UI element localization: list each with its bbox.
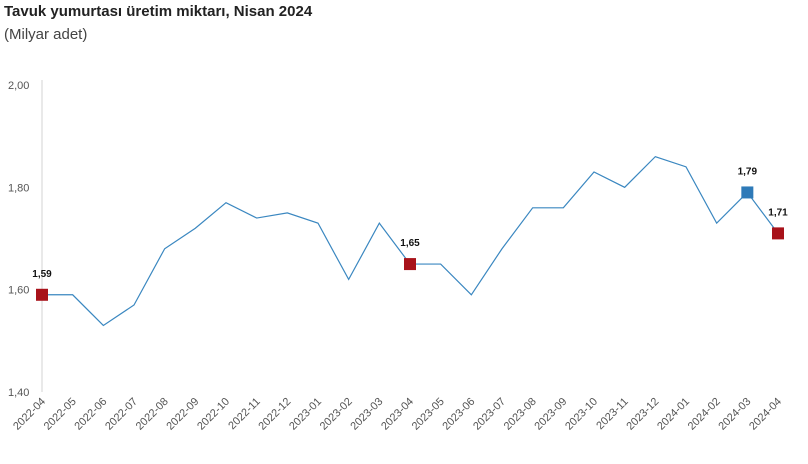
x-tick-label: 2023-10	[563, 396, 600, 433]
y-tick-label: 1,40	[8, 387, 29, 399]
x-tick-label: 2024-04	[747, 396, 784, 433]
data-label: 1,79	[738, 166, 758, 177]
x-tick-label: 2022-05	[42, 396, 79, 433]
data-label: 1,65	[400, 238, 420, 249]
data-label: 1,71	[768, 207, 788, 218]
highlight-marker	[741, 186, 754, 199]
x-tick-label: 2022-08	[134, 396, 171, 433]
x-tick-label: 2023-08	[502, 396, 539, 433]
x-tick-label: 2023-11	[594, 396, 630, 432]
x-tick-label: 2023-06	[440, 396, 477, 433]
x-tick-label: 2023-12	[624, 396, 661, 433]
y-tick-label: 1,60	[8, 285, 29, 297]
x-tick-label: 2022-09	[164, 396, 201, 433]
x-tick-label: 2022-06	[72, 396, 109, 433]
x-tick-label: 2023-01	[287, 396, 324, 433]
x-tick-label: 2023-04	[379, 396, 416, 433]
highlight-marker	[404, 258, 416, 271]
data-label: 1,59	[32, 269, 52, 280]
x-tick-label: 2024-03	[716, 396, 753, 433]
chart-subtitle: (Milyar adet)	[4, 26, 88, 43]
x-tick-label: 2022-11	[226, 396, 262, 432]
x-tick-label: 2024-01	[655, 396, 692, 433]
x-tick-label: 2022-10	[195, 396, 232, 433]
x-tick-label: 2023-03	[348, 396, 385, 433]
y-tick-label: 1,80	[8, 182, 29, 194]
x-tick-label: 2022-12	[256, 396, 293, 433]
x-tick-label: 2023-07	[471, 396, 508, 433]
chart-title: Tavuk yumurtası üretim miktarı, Nisan 20…	[4, 3, 313, 20]
x-tick-label: 2023-05	[410, 396, 447, 433]
x-tick-label: 2022-04	[11, 396, 48, 433]
x-tick-label: 2023-09	[532, 396, 569, 433]
x-tick-label: 2022-07	[103, 396, 140, 433]
x-tick-label: 2024-02	[686, 396, 723, 433]
y-tick-label: 2,00	[8, 80, 29, 92]
highlight-marker	[36, 288, 48, 301]
highlight-marker	[772, 227, 784, 240]
x-tick-label: 2023-02	[318, 396, 355, 433]
